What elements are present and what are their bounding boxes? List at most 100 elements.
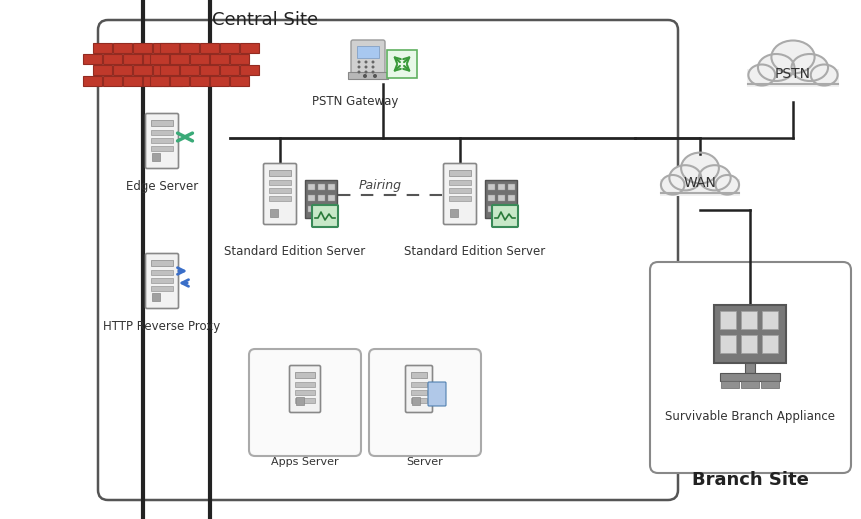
Circle shape [371, 71, 374, 74]
Bar [123, 75, 142, 86]
Circle shape [364, 61, 367, 63]
Bar [307, 195, 314, 201]
Text: Exchange UM
Server: Exchange UM Server [387, 445, 462, 467]
Bar [269, 180, 291, 185]
Bar [133, 43, 152, 52]
Bar [170, 75, 189, 86]
Bar [143, 53, 163, 63]
Bar [201, 64, 220, 75]
Text: PSTN Gateway: PSTN Gateway [312, 95, 398, 108]
Bar [318, 206, 325, 212]
Text: Branch Site: Branch Site [691, 471, 808, 489]
Circle shape [371, 65, 374, 69]
Bar [153, 64, 172, 75]
Bar [744, 363, 754, 373]
Bar [269, 188, 291, 193]
FancyBboxPatch shape [492, 205, 517, 227]
Bar [719, 311, 735, 329]
Ellipse shape [810, 64, 837, 86]
Bar [164, 75, 183, 86]
Bar [356, 46, 379, 58]
Bar [180, 64, 199, 75]
Bar [210, 75, 229, 86]
Bar [411, 390, 426, 395]
Bar [740, 381, 759, 388]
Bar [269, 209, 278, 217]
Bar [740, 335, 756, 353]
Bar [328, 206, 335, 212]
FancyBboxPatch shape [405, 365, 432, 413]
Bar [173, 64, 192, 75]
FancyBboxPatch shape [98, 20, 678, 500]
Bar [160, 64, 179, 75]
Text: Pairing: Pairing [358, 179, 401, 192]
Circle shape [357, 65, 360, 69]
Bar [160, 43, 179, 52]
Circle shape [364, 65, 367, 69]
Circle shape [364, 71, 367, 74]
Bar [210, 53, 229, 63]
Bar [84, 75, 102, 86]
Circle shape [357, 61, 360, 63]
Bar [307, 184, 314, 190]
FancyBboxPatch shape [428, 382, 445, 406]
Bar [761, 311, 777, 329]
Bar [240, 43, 259, 52]
Bar [498, 195, 505, 201]
Text: Standard Edition Server: Standard Edition Server [404, 245, 545, 258]
Bar [240, 64, 259, 75]
Bar [487, 206, 494, 212]
Bar [498, 184, 505, 190]
Bar [151, 130, 173, 135]
Bar [294, 390, 314, 395]
Bar [348, 72, 387, 79]
Bar [318, 184, 325, 190]
Bar [269, 170, 291, 176]
Bar [151, 146, 173, 151]
Ellipse shape [747, 64, 774, 86]
Ellipse shape [698, 165, 730, 190]
Bar [103, 53, 122, 63]
Bar [173, 43, 192, 52]
Bar [230, 75, 249, 86]
Bar [220, 43, 239, 52]
Bar [740, 311, 756, 329]
Bar [151, 270, 173, 275]
FancyBboxPatch shape [649, 262, 850, 473]
Bar [269, 196, 291, 201]
Bar [411, 398, 426, 403]
Bar [133, 64, 152, 75]
FancyBboxPatch shape [289, 365, 320, 413]
FancyBboxPatch shape [263, 163, 296, 225]
Ellipse shape [771, 40, 814, 74]
Bar [746, 69, 838, 87]
Bar [487, 184, 494, 190]
Bar [449, 180, 470, 185]
Bar [164, 53, 183, 63]
Bar [220, 64, 239, 75]
Text: PSTN: PSTN [774, 66, 810, 80]
Bar [294, 372, 314, 378]
Bar [151, 120, 173, 126]
Bar [507, 184, 514, 190]
Bar [123, 53, 142, 63]
Bar [151, 75, 170, 86]
FancyBboxPatch shape [350, 40, 385, 79]
Text: Survivable Branch Appliance: Survivable Branch Appliance [664, 410, 834, 423]
Bar [151, 260, 173, 266]
Bar [152, 153, 160, 161]
Bar [305, 180, 337, 218]
Ellipse shape [680, 153, 718, 183]
Bar [201, 43, 220, 52]
Text: Office Web
Apps Server: Office Web Apps Server [271, 445, 338, 467]
Bar [713, 305, 785, 363]
Text: HTTP Reverse Proxy: HTTP Reverse Proxy [103, 320, 220, 333]
Bar [103, 75, 122, 86]
Bar [318, 195, 325, 201]
FancyBboxPatch shape [249, 349, 361, 456]
Bar [411, 372, 426, 378]
Bar [487, 195, 494, 201]
Text: Edge Server: Edge Server [126, 180, 198, 193]
Bar [93, 43, 113, 52]
Bar [295, 397, 304, 405]
